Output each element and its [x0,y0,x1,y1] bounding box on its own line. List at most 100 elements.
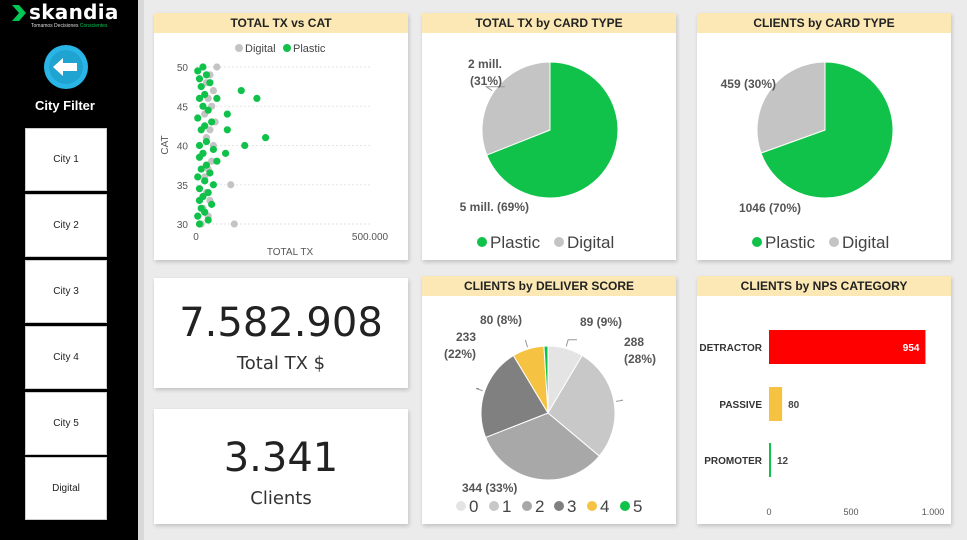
pie-label-3-leader [475,388,483,392]
legend-digital-marker [829,237,839,247]
pie-slice-digital [481,61,551,156]
bar-chart-nps: DETRACTOR 954 PASSIVE 80 PROMOTER 12 0 500 1.000 [699,330,944,517]
pie-label-2: 344 (33%) [462,481,517,495]
pie-label-digital: (31%) [470,74,502,88]
scatter-point-plastic [201,90,209,99]
y-tick-label: 35 [177,181,189,192]
card-title: TOTAL TX vs CAT [154,13,408,33]
pie-label-1-leader [615,399,624,402]
card-title: TOTAL TX by CARD TYPE [422,13,676,33]
y-tick-label: 50 [177,63,189,74]
legend-plastic-label: Plastic [490,233,541,252]
pie-slice-plastic [760,61,894,199]
scatter-point-digital [208,157,216,165]
scatter-point-plastic [208,200,216,208]
pie-label-1: 288 [624,335,644,349]
pie-slice-plastic [486,61,619,199]
legend-digital-label: Digital [567,233,614,252]
digital-button[interactable]: Digital [25,457,107,520]
city-filter-title: City Filter [35,98,95,113]
legend-marker-0 [456,501,466,511]
scatter-point-plastic [213,94,221,102]
scatter-point-plastic [241,141,249,150]
pie-slice-digital [756,61,826,154]
city-5-button[interactable]: City 5 [25,392,107,455]
scatter-point-plastic [208,118,216,126]
scatter-point-plastic [204,189,212,197]
city-1-button[interactable]: City 1 [25,128,107,191]
city-3-button[interactable]: City 3 [25,260,107,323]
scatter-point-plastic [199,63,207,71]
city-4-button[interactable]: City 4 [25,326,107,389]
legend-digital-marker [235,44,243,52]
card-tx-vs-cat: TOTAL TX vs CAT Digital Plastic 30 35 40 45 50… [154,13,408,260]
legend-label-4: 4 [600,497,609,516]
pie-label-digital: 2 mill. [468,57,502,71]
pie-slice-1 [547,354,616,457]
legend-label-3: 3 [567,497,576,516]
scatter-point-plastic [223,126,231,134]
sidebar: skandia Tomamos Decisiones Conscientes C… [0,0,138,540]
pie-label-digital-leader [484,86,505,92]
scatter-point-digital [209,86,217,95]
legend-plastic-marker [477,237,487,247]
bar-value-label: 12 [777,456,789,467]
legend-marker-1 [489,501,499,511]
kpi-clients-value: 3.341 [223,435,339,481]
scatter-point-plastic [197,126,205,134]
x-tick-label: 0 [193,232,199,243]
legend-marker-4 [587,501,597,511]
legend-plastic-label: Plastic [293,43,326,55]
city-2-button[interactable]: City 2 [25,194,107,257]
legend-plastic-marker [283,44,291,52]
y-tick-label: 45 [177,102,189,113]
scatter-point-plastic [194,67,202,75]
scatter-point-plastic [262,134,270,142]
scatter-point-plastic [202,137,211,146]
scatter-point-plastic [202,161,211,169]
scatter-point-plastic [221,149,230,157]
brand-tagline-start: Tomamos Decisiones [31,23,80,29]
scatter-point-digital [230,220,238,228]
y-tick-label: 30 [177,220,189,231]
kpi-total-tx-value: 7.582.908 [179,300,383,346]
card-clients-by-deliver: CLIENTS by DELIVER SCORE 89 (9%) 288 (28%)… [422,276,676,524]
card-clients-by-card: CLIENTS by CARD TYPE 459 (30%) 1046 (70%)… [697,13,951,260]
scatter-point-plastic [223,110,231,118]
kpi-card-clients: 3.341 Clients [154,409,408,524]
card-title: CLIENTS by NPS CATEGORY [697,276,951,296]
pie-label-0: 89 (9%) [580,315,622,329]
pie-label-1: (28%) [624,352,656,366]
pie-label-plastic: 1046 (70%) [739,201,801,215]
pie-label-0-leader [565,339,577,347]
scatter-point-digital [227,181,235,189]
scatter-point-plastic [197,165,205,173]
legend-marker-3 [554,501,564,511]
back-arrow-icon [44,45,88,89]
back-button[interactable] [43,44,89,90]
pie-label-digital: 459 (30%) [721,77,776,91]
card-title: CLIENTS by CARD TYPE [697,13,951,33]
pie-slice-2 [484,412,601,481]
legend-digital-label: Digital [842,233,889,252]
x-tick-label: 0 [766,507,771,517]
pie-label-3: 233 [456,330,476,344]
scatter-point-plastic [213,157,221,165]
scatter-point-digital [213,63,221,71]
scatter-point-plastic [195,220,204,228]
legend-digital-label: Digital [245,43,276,55]
legend-plastic-label: Plastic [765,233,816,252]
x-tick-label: 500.000 [352,232,389,243]
pie-chart-clients: 459 (30%) 1046 (70%) Plastic Digital [721,61,894,252]
scatter-point-plastic [202,71,211,79]
scatter-point-plastic [195,75,204,83]
scatter-point-plastic [201,177,209,185]
legend-digital-marker [554,237,564,247]
bar-category-label: PASSIVE [719,400,762,411]
scatter-point-plastic [253,94,261,102]
pie-label-4: 80 (8%) [480,313,522,327]
bar-value-label: 954 [903,343,920,354]
pie-chart-tx: 2 mill. (31%) 5 mill. (69%) Plastic Digital [460,57,619,252]
scatter-point-plastic [206,169,214,177]
scatter-point-plastic [197,83,205,91]
